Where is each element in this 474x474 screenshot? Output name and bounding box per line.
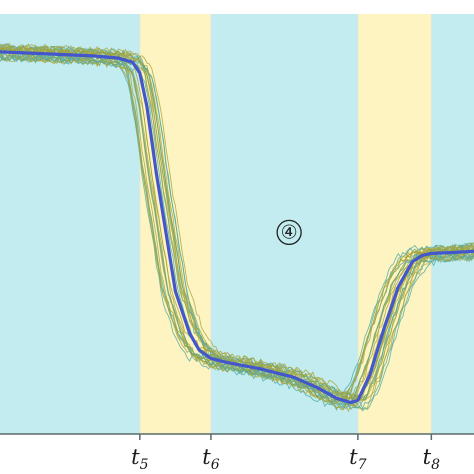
x-tick-label-subscript: 5: [140, 457, 149, 473]
replicate-line-20: [0, 54, 474, 413]
replicate-line-26: [0, 45, 474, 403]
replicate-line-7: [0, 54, 474, 411]
phase-bands: [0, 14, 474, 434]
x-tick-label-base: t: [131, 445, 140, 469]
phase-band-1: [0, 14, 140, 434]
replicate-line-17: [0, 43, 474, 401]
x-tick-label-base: t: [202, 445, 211, 469]
x-tick-label-base: t: [349, 445, 358, 469]
replicate-line-25: [0, 51, 474, 406]
x-tick-label-subscript: 7: [358, 457, 367, 473]
x-tick-label-8: t8: [423, 445, 440, 473]
mean-line: [0, 50, 474, 405]
x-tick-label-6: t6: [202, 445, 219, 473]
phase-band-4: [357, 14, 432, 434]
region-annotation: ④: [276, 219, 302, 246]
x-tick-label-7: t7: [349, 445, 366, 473]
annotation-circle: [276, 219, 302, 246]
x-tick-label-base: t: [423, 445, 432, 469]
x-tick-label-5: t5: [131, 445, 148, 473]
replicate-line-21: [0, 53, 474, 409]
x-tick-label-subscript: 8: [431, 457, 440, 473]
x-axis-ticks: t5 t6 t7 t8: [131, 434, 440, 473]
x-tick-label-subscript: 6: [211, 457, 220, 473]
mean-curve-group: [0, 50, 474, 405]
annotation-label: ④: [281, 221, 298, 243]
phase-band-5: [431, 14, 474, 434]
